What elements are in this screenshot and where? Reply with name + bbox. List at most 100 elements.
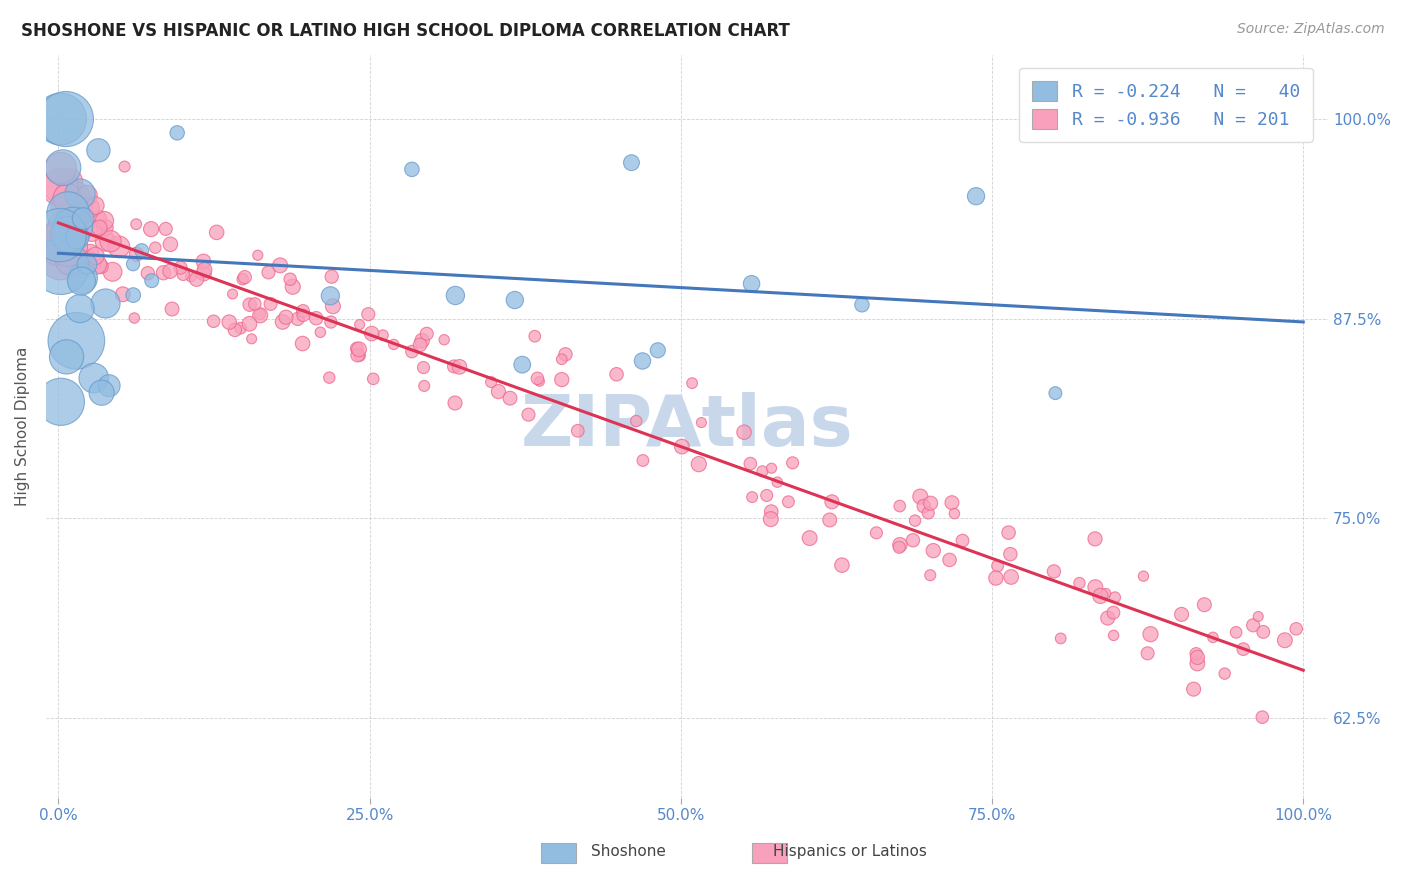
Point: [166, 126, 188, 140]
Point: [554, 347, 576, 361]
Point: [159, 264, 181, 278]
Point: [259, 297, 281, 311]
Point: [193, 254, 215, 268]
Point: [58, 175, 80, 189]
Point: [987, 558, 1010, 573]
Point: [305, 311, 328, 326]
Point: [281, 279, 304, 293]
Point: [567, 424, 589, 438]
Point: [1097, 611, 1119, 625]
Point: [1194, 598, 1216, 612]
Point: [941, 496, 963, 510]
Text: Shoshone: Shoshone: [591, 845, 665, 859]
Point: [56, 239, 79, 253]
Legend: R = -0.224   N =   40, R = -0.936   N = 201: R = -0.224 N = 40, R = -0.936 N = 201: [1019, 68, 1313, 142]
Point: [98, 378, 121, 392]
Point: [69, 186, 91, 201]
Point: [100, 234, 122, 248]
Point: [938, 553, 960, 567]
Point: [1090, 589, 1112, 603]
Point: [218, 315, 240, 329]
Point: [48, 179, 70, 194]
Point: [62, 223, 84, 237]
Point: [111, 287, 134, 301]
Point: [733, 425, 755, 440]
Point: [444, 396, 467, 410]
Point: [740, 457, 762, 471]
Point: [486, 384, 509, 399]
Point: [526, 371, 548, 385]
Point: [60, 198, 83, 212]
Point: [69, 219, 91, 234]
Text: Hispanics or Latinos: Hispanics or Latinos: [773, 845, 927, 859]
Point: [193, 267, 215, 281]
Point: [443, 359, 465, 374]
Point: [499, 391, 522, 405]
Point: [912, 499, 935, 513]
Point: [48, 238, 70, 252]
Point: [66, 230, 89, 244]
Point: [89, 220, 111, 235]
Point: [169, 260, 191, 275]
Point: [48, 228, 70, 243]
Point: [271, 315, 294, 329]
Point: [269, 258, 291, 272]
Point: [688, 457, 710, 471]
Point: [821, 495, 844, 509]
Point: [240, 332, 263, 346]
Point: [72, 271, 94, 285]
Point: [1102, 628, 1125, 642]
Point: [761, 505, 783, 519]
Point: [125, 217, 148, 231]
Point: [401, 344, 423, 359]
Point: [517, 408, 540, 422]
Point: [620, 155, 643, 169]
Point: [1247, 609, 1270, 624]
Point: [755, 488, 778, 502]
Point: [952, 533, 974, 548]
Y-axis label: High School Diploma: High School Diploma: [15, 347, 30, 507]
Point: [1232, 642, 1254, 657]
Point: [48, 226, 70, 240]
Point: [65, 334, 87, 348]
Point: [904, 514, 927, 528]
Point: [965, 189, 987, 203]
Point: [782, 456, 804, 470]
Point: [1185, 647, 1208, 661]
Point: [224, 323, 246, 337]
Point: [49, 161, 72, 175]
Point: [1170, 607, 1192, 622]
Point: [416, 326, 439, 341]
Point: [631, 453, 654, 467]
Point: [143, 241, 166, 255]
Point: [246, 248, 269, 262]
Point: [1069, 576, 1091, 591]
Point: [49, 230, 72, 244]
Point: [76, 188, 98, 202]
Point: [503, 293, 526, 307]
Point: [1253, 624, 1275, 639]
Point: [94, 234, 117, 248]
Point: [1136, 646, 1159, 660]
Point: [917, 506, 939, 520]
Point: [889, 538, 911, 552]
Point: [160, 301, 183, 316]
Point: [778, 494, 800, 508]
Point: [413, 379, 436, 393]
Point: [66, 218, 89, 232]
Point: [889, 499, 911, 513]
Point: [155, 222, 177, 236]
Point: [910, 490, 932, 504]
Point: [523, 329, 546, 343]
Point: [124, 311, 146, 326]
Point: [681, 376, 703, 391]
Point: [48, 180, 70, 194]
Point: [922, 543, 945, 558]
Point: [766, 475, 789, 490]
Point: [1225, 625, 1247, 640]
Point: [139, 222, 162, 236]
Point: [67, 197, 90, 211]
Point: [551, 373, 574, 387]
Point: [401, 162, 423, 177]
Point: [1285, 622, 1308, 636]
